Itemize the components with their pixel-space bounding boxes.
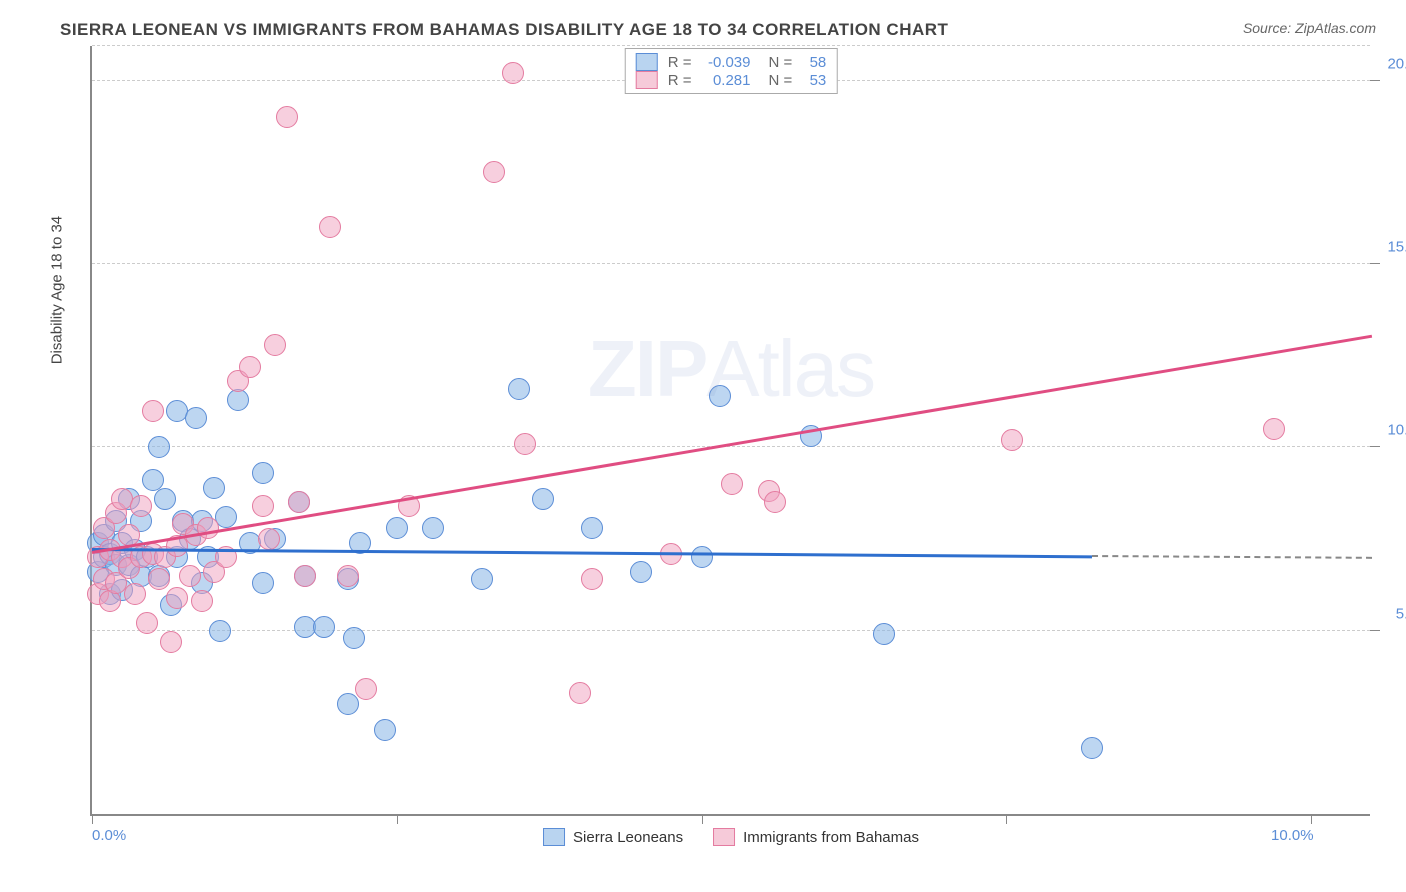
data-point-series-1 — [191, 590, 213, 612]
data-point-series-1 — [288, 491, 310, 513]
data-point-series-0 — [581, 517, 603, 539]
data-point-series-1 — [276, 106, 298, 128]
data-point-series-1 — [294, 565, 316, 587]
x-tick — [397, 814, 398, 824]
gridline — [92, 263, 1370, 264]
data-point-series-0 — [343, 627, 365, 649]
data-point-series-0 — [508, 378, 530, 400]
data-point-series-0 — [185, 407, 207, 429]
legend-row: R =-0.039 N =58 — [636, 53, 827, 71]
x-tick — [1311, 814, 1312, 824]
data-point-series-1 — [483, 161, 505, 183]
data-point-series-1 — [239, 356, 261, 378]
data-point-series-1 — [569, 682, 591, 704]
data-point-series-1 — [142, 400, 164, 422]
data-point-series-0 — [337, 693, 359, 715]
data-point-series-0 — [209, 620, 231, 642]
series-legend: Sierra Leoneans Immigrants from Bahamas — [543, 828, 919, 846]
data-point-series-1 — [721, 473, 743, 495]
legend-swatch — [543, 828, 565, 846]
gridline — [92, 446, 1370, 447]
n-value: 58 — [796, 54, 826, 71]
legend-swatch — [636, 71, 658, 89]
chart-title: SIERRA LEONEAN VS IMMIGRANTS FROM BAHAMA… — [60, 20, 1376, 40]
data-point-series-0 — [709, 385, 731, 407]
data-point-series-1 — [264, 334, 286, 356]
data-point-series-0 — [630, 561, 652, 583]
data-point-series-0 — [691, 546, 713, 568]
r-label: R = — [668, 54, 692, 71]
data-point-series-1 — [514, 433, 536, 455]
trend-line-extension — [1092, 555, 1372, 559]
data-point-series-1 — [1263, 418, 1285, 440]
data-point-series-1 — [124, 583, 146, 605]
data-point-series-0 — [422, 517, 444, 539]
source-attribution: Source: ZipAtlas.com — [1243, 20, 1376, 36]
data-point-series-0 — [313, 616, 335, 638]
data-point-series-0 — [154, 488, 176, 510]
legend-label: Sierra Leoneans — [573, 829, 683, 846]
trend-line — [92, 335, 1372, 554]
legend-label: Immigrants from Bahamas — [743, 829, 919, 846]
data-point-series-0 — [1081, 737, 1103, 759]
data-point-series-1 — [502, 62, 524, 84]
data-point-series-1 — [355, 678, 377, 700]
y-tick — [1370, 80, 1380, 81]
data-point-series-1 — [764, 491, 786, 513]
data-point-series-1 — [581, 568, 603, 590]
data-point-series-0 — [148, 436, 170, 458]
data-point-series-0 — [252, 572, 274, 594]
legend-swatch — [713, 828, 735, 846]
gridline — [92, 45, 1370, 46]
r-value: 0.281 — [696, 72, 751, 89]
y-tick — [1370, 263, 1380, 264]
data-point-series-1 — [337, 565, 359, 587]
trend-line — [92, 548, 1092, 558]
data-point-series-0 — [374, 719, 396, 741]
correlation-legend: R =-0.039 N =58 R =0.281 N =53 — [625, 48, 838, 94]
y-tick-label: 10.0% — [1387, 422, 1406, 439]
data-point-series-1 — [197, 517, 219, 539]
data-point-series-1 — [252, 495, 274, 517]
data-point-series-1 — [166, 587, 188, 609]
data-point-series-1 — [136, 612, 158, 634]
data-point-series-1 — [130, 495, 152, 517]
r-value: -0.039 — [696, 54, 751, 71]
legend-swatch — [636, 53, 658, 71]
y-tick-label: 20.0% — [1387, 55, 1406, 72]
data-point-series-1 — [1001, 429, 1023, 451]
y-tick — [1370, 630, 1380, 631]
data-point-series-0 — [203, 477, 225, 499]
y-tick — [1370, 446, 1380, 447]
data-point-series-1 — [160, 631, 182, 653]
x-tick — [92, 814, 93, 824]
gridline — [92, 630, 1370, 631]
data-point-series-0 — [386, 517, 408, 539]
data-point-series-1 — [319, 216, 341, 238]
y-axis-title: Disability Age 18 to 34 — [49, 216, 66, 364]
n-label: N = — [769, 54, 793, 71]
data-point-series-0 — [873, 623, 895, 645]
legend-item: Sierra Leoneans — [543, 828, 683, 846]
data-point-series-1 — [148, 568, 170, 590]
r-label: R = — [668, 72, 692, 89]
watermark: ZIPAtlas — [588, 323, 874, 415]
n-value: 53 — [796, 72, 826, 89]
data-point-series-0 — [532, 488, 554, 510]
data-point-series-1 — [179, 565, 201, 587]
x-tick-label: 0.0% — [92, 827, 126, 844]
x-tick — [702, 814, 703, 824]
x-tick-label: 10.0% — [1271, 827, 1314, 844]
data-point-series-1 — [258, 528, 280, 550]
scatter-chart: Disability Age 18 to 34 ZIPAtlas R =-0.0… — [90, 46, 1370, 816]
x-tick — [1006, 814, 1007, 824]
legend-item: Immigrants from Bahamas — [713, 828, 919, 846]
legend-row: R =0.281 N =53 — [636, 71, 827, 89]
data-point-series-0 — [471, 568, 493, 590]
y-tick-label: 5.0% — [1396, 605, 1406, 622]
data-point-series-0 — [252, 462, 274, 484]
y-tick-label: 15.0% — [1387, 239, 1406, 256]
n-label: N = — [769, 72, 793, 89]
